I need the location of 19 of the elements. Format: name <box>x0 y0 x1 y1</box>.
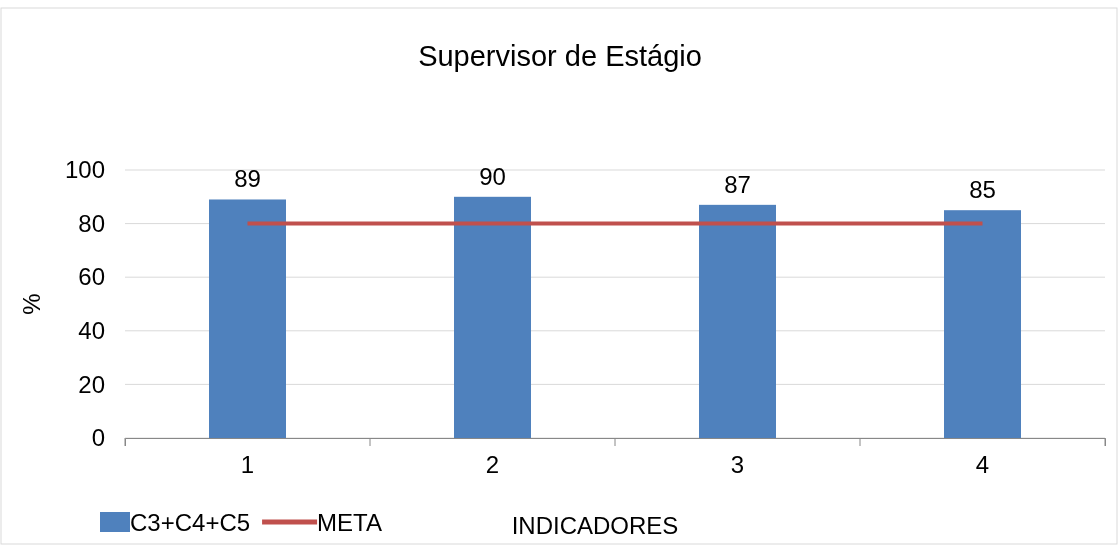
y-tick-label: 20 <box>78 370 105 398</box>
x-tick-label: 2 <box>485 451 500 479</box>
y-tick-label: 0 <box>91 424 105 452</box>
data-label: 89 <box>234 165 261 193</box>
data-label: 85 <box>969 176 996 204</box>
chart-title: Supervisor de Estágio <box>418 40 702 72</box>
y-tick-label: 100 <box>64 156 105 184</box>
x-tick-label: 1 <box>240 451 255 479</box>
y-tick-label: 60 <box>78 263 105 291</box>
data-label: 87 <box>724 170 751 198</box>
legend-label: C3+C4+C5 <box>130 509 251 536</box>
x-tick-label: 3 <box>730 451 745 479</box>
legend-label: META <box>317 509 382 536</box>
y-tick-label: 40 <box>78 316 105 344</box>
data-label: 90 <box>479 162 506 190</box>
y-tick-label: 80 <box>78 209 105 237</box>
x-tick-label: 4 <box>975 451 990 479</box>
y-axis-title: % <box>18 293 45 315</box>
x-axis-title: INDICADORES <box>511 512 679 539</box>
